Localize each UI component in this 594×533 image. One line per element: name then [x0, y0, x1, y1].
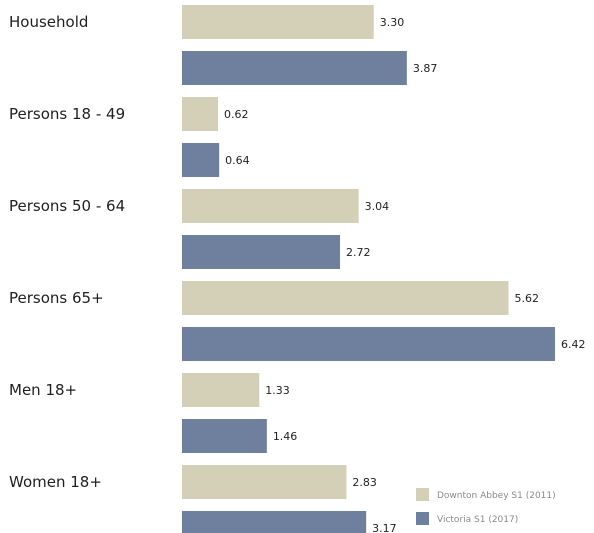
bar-series-2 — [182, 51, 407, 85]
bar-series-1 — [182, 465, 347, 499]
bar-series-2 — [182, 511, 367, 533]
category-label: Women 18+ — [9, 473, 102, 491]
bar-series-2 — [182, 327, 555, 361]
category-label: Household — [9, 13, 88, 31]
data-label: 3.30 — [380, 16, 405, 29]
category-label: Persons 50 - 64 — [9, 197, 125, 215]
value-labels: 3.30 3.87 0.62 0.64 3.04 2.72 5.62 6.42 1.33 1.46… — [224, 16, 585, 533]
data-label: 3.04 — [365, 200, 390, 213]
bar-series-2 — [182, 143, 220, 177]
bar-series-2 — [182, 419, 267, 453]
data-label: 0.62 — [224, 108, 249, 121]
bar-series-2 — [182, 235, 341, 269]
data-label: 6.42 — [561, 338, 586, 351]
bar-series-1 — [182, 97, 219, 131]
data-label: 1.33 — [265, 384, 290, 397]
legend-label: Victoria S1 (2017) — [437, 515, 518, 525]
bars — [182, 5, 555, 533]
category-labels: Household Persons 18 - 49 Persons 50 - 64 P… — [9, 13, 125, 491]
bar-series-1 — [182, 373, 260, 407]
data-label: 3.87 — [413, 62, 438, 75]
data-label: 5.62 — [515, 292, 540, 305]
legend-label: Downton Abbey S1 (2011) — [437, 491, 556, 501]
bar-series-1 — [182, 5, 374, 39]
legend: Downton Abbey S1 (2011) Victoria S1 (2017… — [416, 488, 556, 525]
data-label: 3.17 — [372, 522, 397, 533]
data-label: 0.64 — [225, 154, 250, 167]
category-label: Men 18+ — [9, 381, 77, 399]
legend-swatch — [416, 512, 429, 525]
category-label: Persons 65+ — [9, 289, 104, 307]
data-label: 2.83 — [352, 476, 377, 489]
legend-swatch — [416, 488, 429, 501]
category-label: Persons 18 - 49 — [9, 105, 125, 123]
bar-series-1 — [182, 189, 359, 223]
data-label: 1.46 — [273, 430, 298, 443]
data-label: 2.72 — [346, 246, 371, 259]
bar-series-1 — [182, 281, 509, 315]
